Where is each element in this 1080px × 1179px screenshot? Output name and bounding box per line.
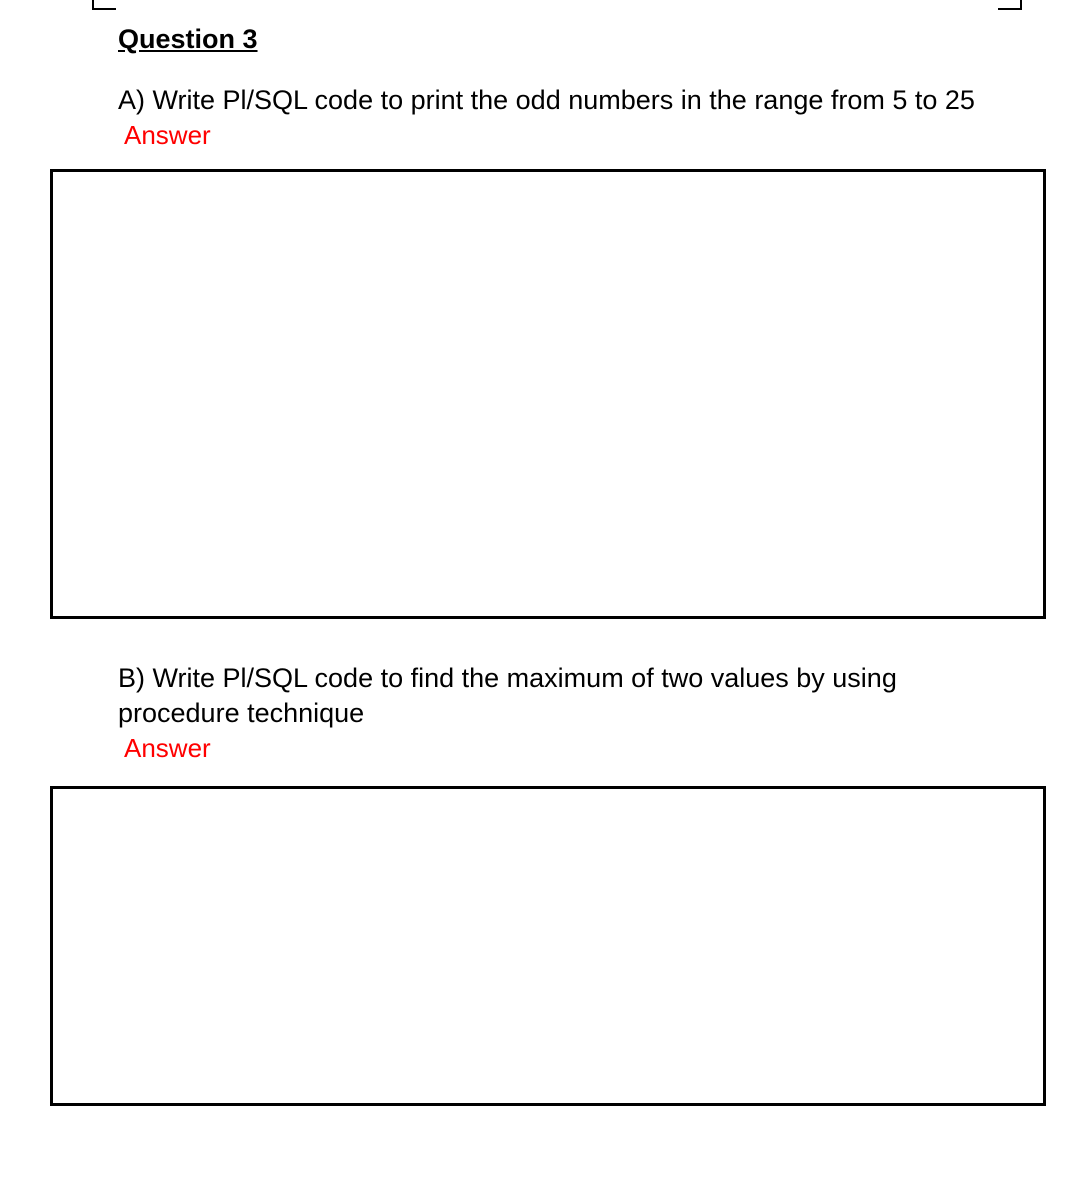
part-b-answer-box bbox=[50, 786, 1046, 1106]
part-a-answer-box bbox=[50, 169, 1046, 619]
page-corner-mark-left bbox=[92, 0, 116, 10]
question-title: Question 3 bbox=[118, 24, 1080, 55]
part-b-block: B) Write Pl/SQL code to find the maximum… bbox=[118, 661, 1020, 764]
part-b-text: B) Write Pl/SQL code to find the maximum… bbox=[118, 661, 1020, 731]
part-a-answer-label: Answer bbox=[124, 120, 1020, 151]
page-corner-mark-right bbox=[998, 0, 1022, 10]
question-container: Question 3 A) Write Pl/SQL code to print… bbox=[0, 0, 1080, 1106]
part-b-answer-label: Answer bbox=[124, 733, 1020, 764]
part-a-text: A) Write Pl/SQL code to print the odd nu… bbox=[118, 83, 1020, 118]
part-a-block: A) Write Pl/SQL code to print the odd nu… bbox=[118, 83, 1020, 151]
